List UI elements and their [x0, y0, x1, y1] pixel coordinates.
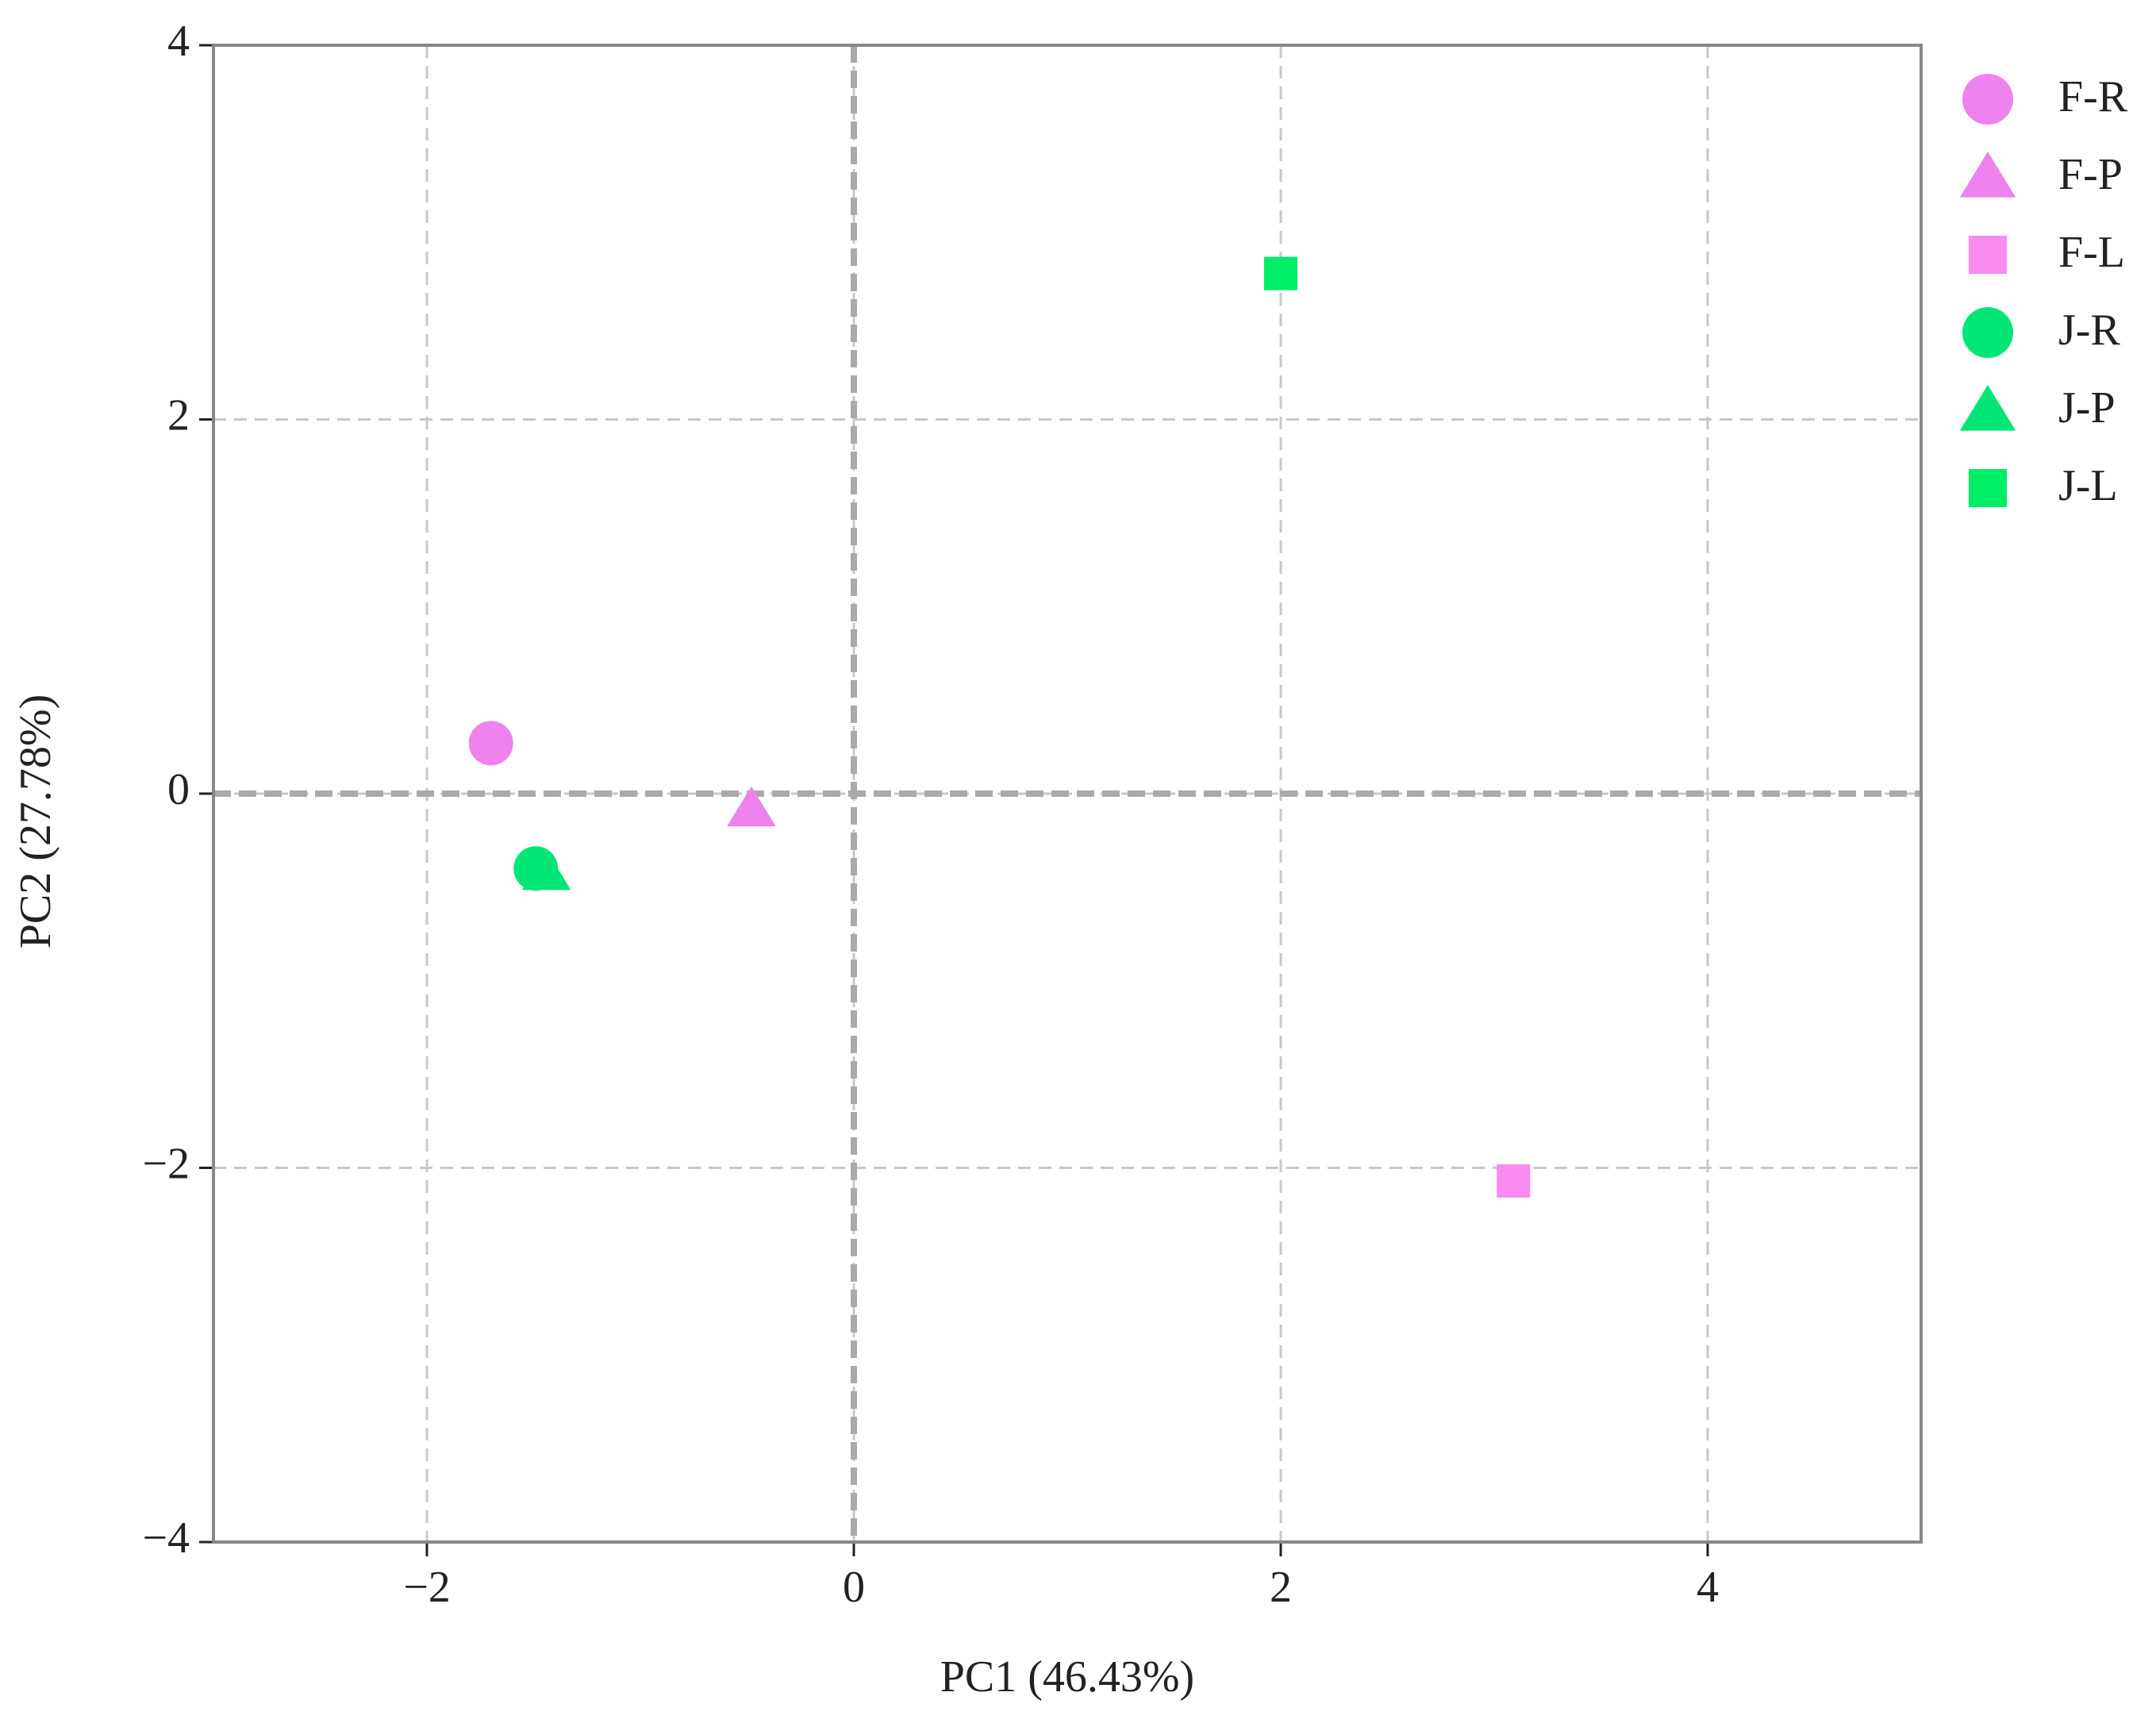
point: [468, 721, 513, 766]
legend-marker: [1962, 307, 2013, 358]
x-tick-label: 4: [1697, 1563, 1719, 1612]
legend-marker: [1959, 385, 2016, 431]
point: [727, 786, 776, 827]
legend-marker: [1969, 469, 2007, 507]
legend-marker: [1962, 74, 2013, 125]
x-tick-label: 2: [1270, 1563, 1292, 1612]
legend-label: F-P: [2058, 150, 2123, 199]
x-tick-label: 0: [843, 1563, 865, 1612]
legend-marker: [1959, 152, 2016, 198]
legend-label: J-P: [2058, 383, 2116, 433]
x-tick-label: −2: [403, 1563, 451, 1612]
legend-label: J-L: [2058, 461, 2118, 510]
point: [1264, 256, 1297, 290]
y-tick-label: −4: [142, 1513, 190, 1563]
y-tick-label: 0: [167, 765, 190, 814]
y-tick-label: 4: [167, 17, 190, 66]
y-tick-label: 2: [167, 390, 190, 440]
point: [1497, 1164, 1531, 1198]
legend-label: J-R: [2058, 306, 2120, 355]
legend-label: F-R: [2058, 72, 2128, 121]
legend-label: F-L: [2058, 228, 2125, 277]
x-axis-label: PC1 (46.43%): [940, 1652, 1194, 1702]
y-tick-label: −2: [142, 1139, 190, 1188]
plot-frame: [212, 44, 1923, 1544]
point: [521, 850, 571, 890]
legend-marker: [1969, 236, 2007, 274]
y-axis-label: PC2 (27.78%): [11, 694, 60, 948]
